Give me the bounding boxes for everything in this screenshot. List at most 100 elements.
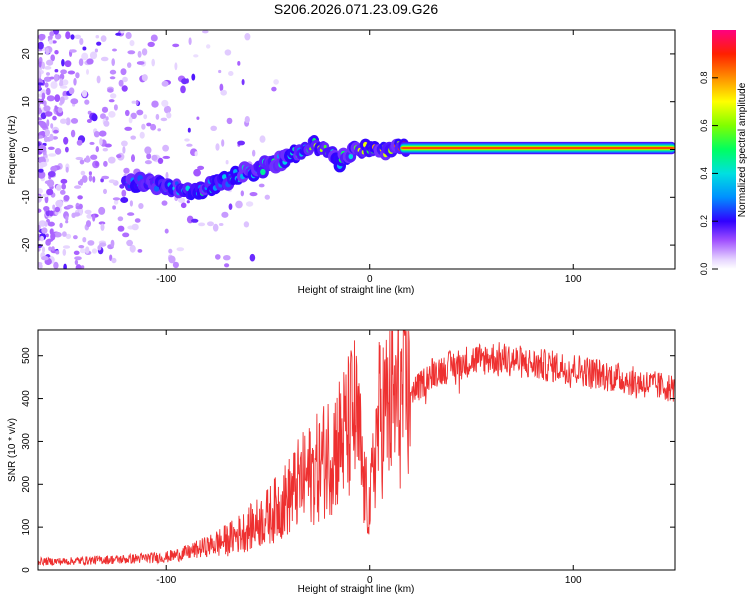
y-tick-label: 400	[21, 390, 32, 407]
noise-cell	[45, 233, 49, 238]
noise-cell	[88, 171, 92, 176]
noise-cell	[117, 225, 125, 232]
noise-cell	[123, 167, 130, 174]
noise-cell	[172, 43, 180, 48]
colorbar-tick-label: 0.6	[699, 119, 709, 132]
colorbar-tick-label: 0.0	[699, 263, 709, 276]
noise-cell	[41, 256, 49, 261]
noise-cell	[131, 223, 139, 231]
snr-series-line	[38, 330, 675, 567]
noise-cell	[138, 203, 144, 209]
noise-cell	[258, 183, 265, 188]
noise-cell	[47, 146, 55, 150]
noise-cell	[40, 130, 46, 136]
noise-cell	[75, 72, 80, 79]
noise-cell	[46, 59, 54, 66]
noise-cell	[65, 146, 69, 153]
noise-cell	[81, 175, 88, 183]
y-tick-label: 0	[21, 146, 32, 152]
noise-cell	[128, 116, 133, 124]
noise-cell	[129, 40, 135, 47]
noise-cell	[88, 174, 93, 182]
noise-cell	[65, 220, 69, 224]
noise-cell	[160, 117, 168, 122]
noise-cell	[109, 69, 117, 75]
noise-cell	[57, 107, 63, 113]
noise-cell	[94, 48, 98, 53]
noise-cell	[49, 210, 54, 217]
noise-cell	[59, 73, 65, 80]
snr-ticks: -100 0 100 0 100 200 300 400 500	[21, 330, 675, 586]
noise-cell	[59, 96, 65, 105]
noise-cell	[157, 157, 164, 164]
noise-cell	[38, 82, 44, 86]
noise-cell	[50, 232, 56, 241]
noise-cell	[249, 253, 256, 262]
noise-cell	[118, 79, 124, 87]
noise-cell	[62, 245, 71, 249]
noise-cell	[43, 105, 51, 112]
figure-title: S206.2026.071.23.09.G26	[274, 1, 438, 17]
noise-cell	[70, 129, 76, 138]
noise-cell	[193, 168, 202, 177]
noise-cell	[82, 237, 87, 243]
noise-cell	[54, 50, 59, 55]
noise-cell	[141, 123, 146, 130]
noise-cell	[95, 161, 99, 167]
noise-cell	[108, 156, 116, 164]
noise-cell	[150, 123, 157, 131]
noise-cell	[112, 197, 121, 201]
noise-cell	[82, 46, 87, 51]
noise-cell	[44, 66, 52, 70]
noise-cell	[64, 60, 72, 68]
noise-cell	[273, 79, 279, 85]
x-tick-label: 0	[367, 274, 373, 285]
noise-cell	[54, 94, 61, 102]
noise-cell	[89, 51, 98, 60]
noise-cell	[59, 222, 63, 228]
noise-cell	[98, 206, 106, 215]
noise-cell	[107, 88, 114, 93]
noise-cell	[74, 185, 82, 189]
noise-cell	[65, 166, 69, 173]
noise-cell	[48, 246, 52, 251]
noise-cell	[237, 140, 246, 146]
noise-cell	[92, 214, 96, 222]
noise-cell	[78, 245, 85, 249]
y-tick-label: 10	[21, 96, 32, 108]
noise-cell	[146, 122, 152, 127]
noise-cell	[55, 184, 62, 191]
noise-cell	[237, 61, 241, 66]
noise-cell	[104, 143, 112, 148]
noise-cell	[100, 35, 107, 42]
noise-cell	[65, 233, 72, 240]
noise-cell	[113, 199, 119, 205]
noise-cell	[193, 54, 199, 58]
noise-cell	[50, 54, 55, 62]
ridge-cell	[153, 185, 160, 192]
noise-cell	[225, 160, 229, 165]
noise-cell	[165, 171, 169, 180]
noise-cell	[219, 83, 224, 92]
y-tick-label: -20	[21, 237, 32, 252]
noise-cell	[112, 205, 116, 210]
noise-cell	[60, 85, 68, 89]
noise-cell	[197, 165, 205, 170]
noise-cell	[79, 159, 85, 165]
noise-cell	[38, 33, 46, 41]
spectrogram-cells	[38, 30, 675, 269]
noise-cell	[113, 104, 118, 111]
noise-cell	[202, 30, 209, 34]
noise-cell	[46, 179, 55, 188]
x-tick-label: 100	[565, 575, 582, 586]
noise-cell	[226, 117, 233, 125]
noise-cell	[38, 107, 42, 115]
noise-cell	[39, 264, 43, 269]
noise-cell	[81, 90, 88, 98]
noise-cell	[181, 78, 189, 85]
noise-cell	[125, 32, 132, 39]
noise-cell	[55, 250, 60, 255]
noise-cell	[109, 76, 116, 80]
noise-cell	[90, 154, 98, 160]
noise-cell	[54, 206, 61, 213]
